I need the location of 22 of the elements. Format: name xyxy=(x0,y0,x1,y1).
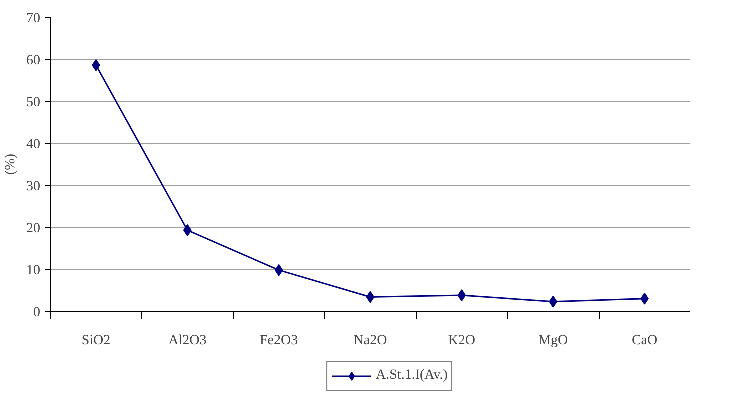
y-tick-label: 10 xyxy=(26,264,40,278)
y-tick-label: 20 xyxy=(26,222,40,236)
x-tick-label: Fe2O3 xyxy=(260,334,298,348)
point xyxy=(366,291,375,304)
legend-label: A.St.1.I(Av.) xyxy=(376,368,448,384)
x-tick-label: Al2O3 xyxy=(168,334,207,348)
x-tick-label: CaO xyxy=(632,334,658,348)
y-axis-title: (%) xyxy=(4,154,18,175)
x-tick-label: MgO xyxy=(538,334,568,348)
x-tick-label: K2O xyxy=(448,334,476,348)
y-tick-label: 50 xyxy=(26,96,40,110)
point xyxy=(183,224,192,236)
point xyxy=(458,290,466,302)
point xyxy=(549,296,558,308)
y-tick-label: 70 xyxy=(26,12,40,26)
y-tick-label: 40 xyxy=(26,138,40,152)
y-tick-label: 60 xyxy=(26,54,40,68)
y-tick-label: 0 xyxy=(34,306,40,320)
x-tick-label: Na2O xyxy=(354,334,388,348)
x-tick-label: SiO2 xyxy=(82,334,111,348)
y-tick-label: 30 xyxy=(26,180,40,194)
point xyxy=(274,264,284,276)
